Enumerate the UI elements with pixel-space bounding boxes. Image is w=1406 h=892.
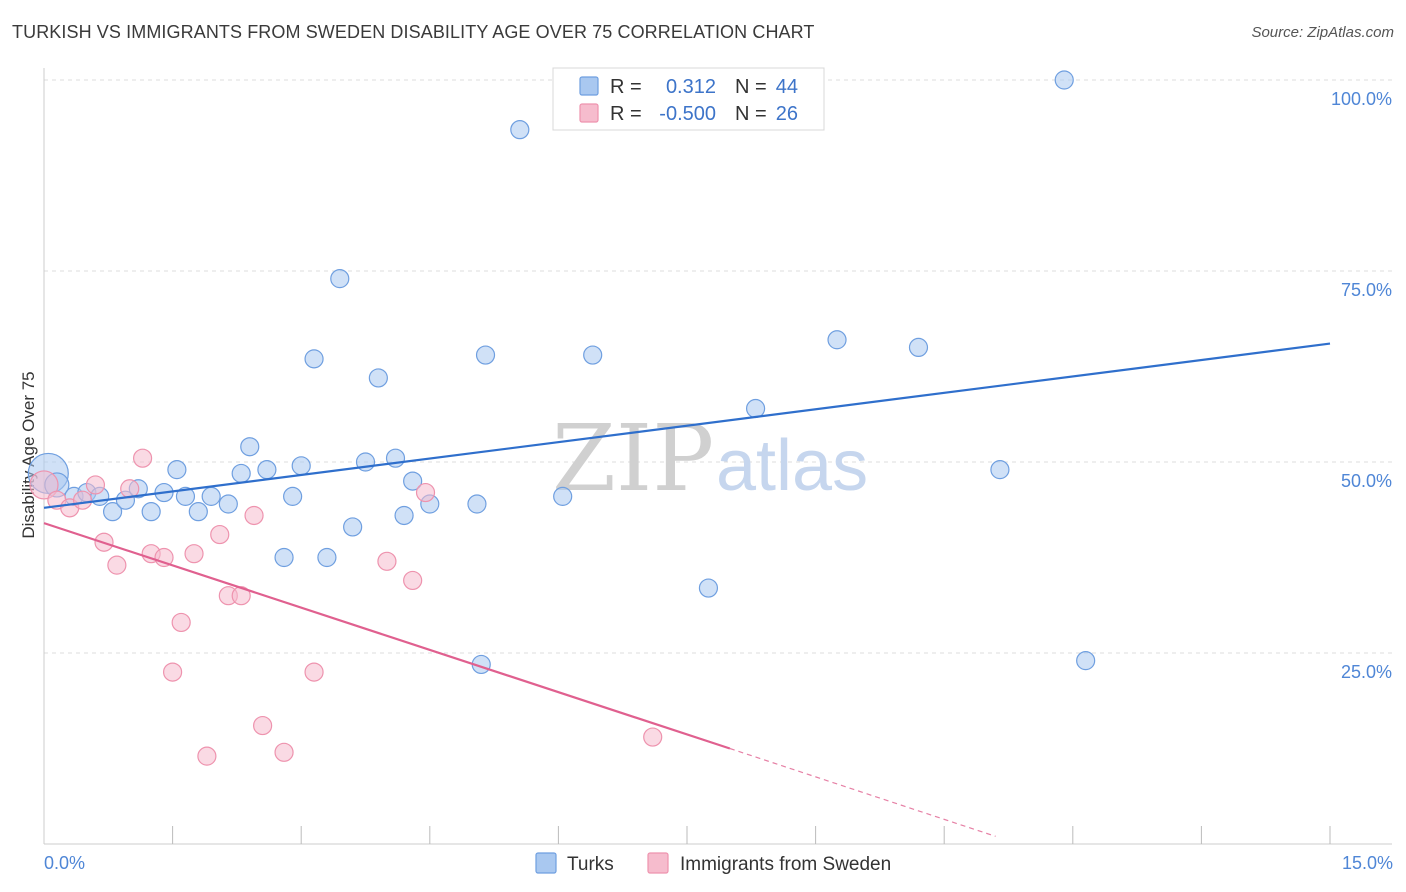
legend-box: R = 0.312 N = 44 R = -0.500 N = 26 <box>552 67 825 131</box>
sweden-point-21 <box>304 662 324 682</box>
turks-point-24 <box>343 517 363 537</box>
turks-point-41 <box>990 460 1010 480</box>
sweden-point-24 <box>415 482 436 503</box>
turks-point-11 <box>175 486 196 506</box>
turks-point-10 <box>167 460 187 480</box>
y-tick-label-1: 75.0% <box>1341 280 1392 300</box>
sweden-point-22 <box>377 551 397 571</box>
turks-point-14 <box>218 494 238 514</box>
sweden-point-14 <box>197 746 217 766</box>
turks-trend-line <box>43 342 1331 509</box>
sweden-point-3 <box>72 490 93 510</box>
turks-point-22 <box>317 547 337 568</box>
source-credit: Source: ZipAtlas.com <box>1251 24 1394 41</box>
sweden-trend-line <box>43 522 731 750</box>
turks-point-15 <box>231 463 251 484</box>
turks-point-13 <box>201 486 221 506</box>
turks-point-17 <box>257 460 277 480</box>
turks-point-26 <box>368 368 388 388</box>
turks-point-36 <box>583 345 603 365</box>
legend-r-value-sweden: -0.500 <box>659 103 716 125</box>
legend-n-value-turks: 44 <box>776 76 798 98</box>
y-tick-labels: 100.0% 75.0% 50.0% 25.0% <box>1331 89 1392 682</box>
legend-r-label-turks: R = <box>610 76 642 98</box>
sweden-point-8 <box>132 448 153 468</box>
turks-point-18 <box>274 547 294 568</box>
y-axis-title: Disability Age Over 75 <box>19 371 38 538</box>
sweden-trend-extension <box>729 747 996 837</box>
legend-n-label-sweden: N = <box>735 103 767 125</box>
legend-r-value-turks: 0.312 <box>666 76 716 98</box>
legend-r-label-sweden: R = <box>610 103 642 125</box>
bottom-legend-label-turks: Turks <box>567 854 614 875</box>
turks-point-31 <box>467 494 487 514</box>
turks-point-23 <box>330 269 350 289</box>
turks-point-38 <box>745 398 766 419</box>
turks-point-43 <box>1076 651 1096 671</box>
sweden-point-19 <box>253 715 273 736</box>
legend-swatch-sweden <box>579 103 599 123</box>
turks-point-16 <box>240 437 260 457</box>
y-tick-label-0: 100.0% <box>1331 89 1392 109</box>
chart-title: TURKISH VS IMMIGRANTS FROM SWEDEN DISABI… <box>12 22 815 42</box>
watermark: ZIP atlas <box>552 405 868 512</box>
sweden-point-18 <box>244 505 264 526</box>
bottom-legend: Turks Immigrants from Sweden <box>535 852 891 875</box>
turks-point-34 <box>510 120 530 140</box>
sweden-point-4 <box>85 475 106 495</box>
turks-point-37 <box>698 578 719 598</box>
turks-point-5 <box>102 502 123 522</box>
sweden-point-20 <box>274 742 294 762</box>
turks-point-12 <box>188 502 208 522</box>
sweden-point-15 <box>210 524 230 545</box>
turks-point-28 <box>394 505 414 526</box>
turks-point-20 <box>291 456 311 476</box>
trend-lines <box>43 342 1331 837</box>
sweden-point-6 <box>107 555 127 575</box>
gridlines <box>44 79 1392 654</box>
turks-point-8 <box>141 502 161 522</box>
bottom-legend-label-sweden: Immigrants from Sweden <box>680 854 891 875</box>
sweden-point-13 <box>184 544 204 564</box>
y-tick-label-3: 25.0% <box>1341 662 1392 682</box>
x-tick-label-1: 15.0% <box>1342 853 1393 873</box>
turks-point-40 <box>908 337 929 357</box>
turks-point-39 <box>827 330 847 350</box>
turks-point-21 <box>304 349 324 369</box>
sweden-point-0 <box>29 470 59 500</box>
watermark-atlas: atlas <box>716 426 868 506</box>
turks-point-19 <box>283 486 303 506</box>
sweden-point-23 <box>403 570 423 591</box>
y-tick-label-2: 50.0% <box>1341 471 1392 491</box>
x-tick-label-0: 0.0% <box>44 853 85 873</box>
sweden-point-11 <box>163 662 183 682</box>
sweden-point-25 <box>643 727 663 747</box>
turks-point-35 <box>553 486 573 506</box>
turks-point-42 <box>1054 70 1074 90</box>
bottom-legend-swatch-turks <box>535 852 557 874</box>
x-tick-labels: 0.0% 15.0% <box>44 853 1393 873</box>
sweden-point-12 <box>171 612 191 633</box>
legend-n-value-sweden: 26 <box>776 103 798 125</box>
legend-swatch-turks <box>579 76 599 96</box>
legend-n-label-turks: N = <box>735 76 767 98</box>
watermark-zip: ZIP <box>552 405 714 512</box>
turks-point-29 <box>403 471 423 491</box>
sweden-point-17 <box>231 586 251 606</box>
turks-point-32 <box>475 345 496 365</box>
bottom-legend-swatch-sweden <box>647 852 669 874</box>
